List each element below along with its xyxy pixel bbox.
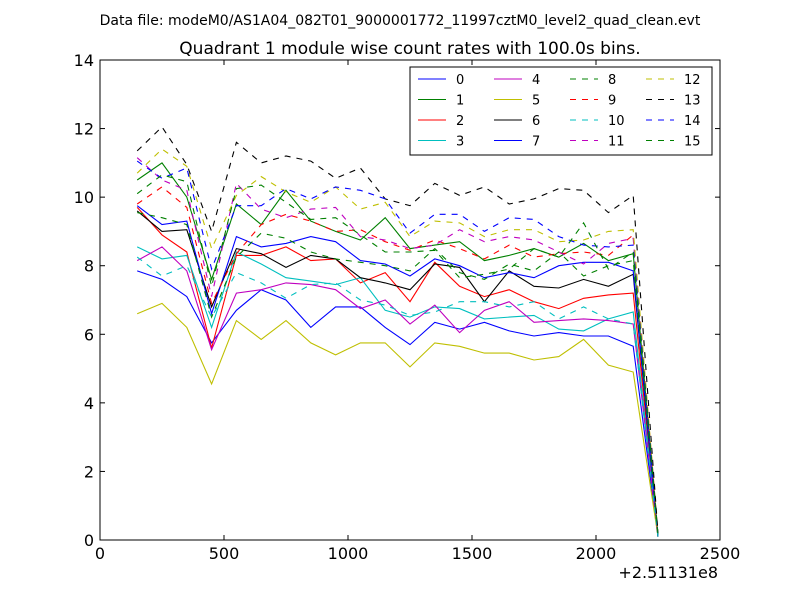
y-tick-label: 12 <box>74 120 94 139</box>
series-line-6 <box>136 210 659 537</box>
legend-label-1: 1 <box>456 94 464 109</box>
legend-label-12: 12 <box>684 73 701 88</box>
y-tick-label: 4 <box>84 394 94 413</box>
y-tick-label: 8 <box>84 257 94 276</box>
legend-label-14: 14 <box>684 114 701 129</box>
data-file-line: Data file: modeM0/AS1A04_082T01_90000017… <box>100 13 701 29</box>
series-line-10 <box>136 256 659 537</box>
series-line-1 <box>136 162 659 535</box>
series-line-11 <box>136 157 659 535</box>
series-line-4 <box>136 246 659 537</box>
series-line-8 <box>137 212 659 535</box>
y-tick-label: 0 <box>84 531 94 550</box>
x-tick-label: 500 <box>209 544 240 563</box>
y-tick-label: 2 <box>84 462 94 481</box>
legend-label-7: 7 <box>532 135 540 150</box>
x-tick-label: 1500 <box>452 544 493 563</box>
y-tick-label: 10 <box>74 188 94 207</box>
series-line-0 <box>137 270 659 537</box>
legend-label-10: 10 <box>608 114 625 129</box>
y-tick-label: 6 <box>84 325 94 344</box>
x-axis-offset-label: +2.51131e8 <box>618 563 718 582</box>
legend-label-6: 6 <box>532 114 540 129</box>
series-line-15 <box>136 174 659 535</box>
legend-label-4: 4 <box>532 73 540 88</box>
x-tick-label: 0 <box>95 544 105 563</box>
legend-label-3: 3 <box>456 135 464 150</box>
series-line-13 <box>136 126 659 534</box>
legend-label-15: 15 <box>684 135 701 150</box>
x-tick-label: 2500 <box>700 544 741 563</box>
legend-label-9: 9 <box>608 94 616 109</box>
series-line-9 <box>136 186 659 535</box>
x-tick-label: 2000 <box>576 544 617 563</box>
legend-label-2: 2 <box>456 114 464 129</box>
legend-label-8: 8 <box>608 73 616 88</box>
series-line-14 <box>136 160 659 535</box>
x-tick-label: 1000 <box>328 544 369 563</box>
legend-label-5: 5 <box>532 94 540 109</box>
series-line-7 <box>136 205 659 537</box>
legend-label-0: 0 <box>456 73 464 88</box>
series-line-2 <box>136 207 659 537</box>
y-tick-label: 14 <box>74 51 94 70</box>
legend-label-13: 13 <box>684 94 701 109</box>
series-line-3 <box>136 246 659 537</box>
chart-title: Quadrant 1 module wise count rates with … <box>179 39 640 59</box>
series-lines <box>136 126 659 537</box>
plot-frame <box>99 59 721 541</box>
series-line-5 <box>136 302 659 537</box>
legend-label-11: 11 <box>608 135 625 150</box>
